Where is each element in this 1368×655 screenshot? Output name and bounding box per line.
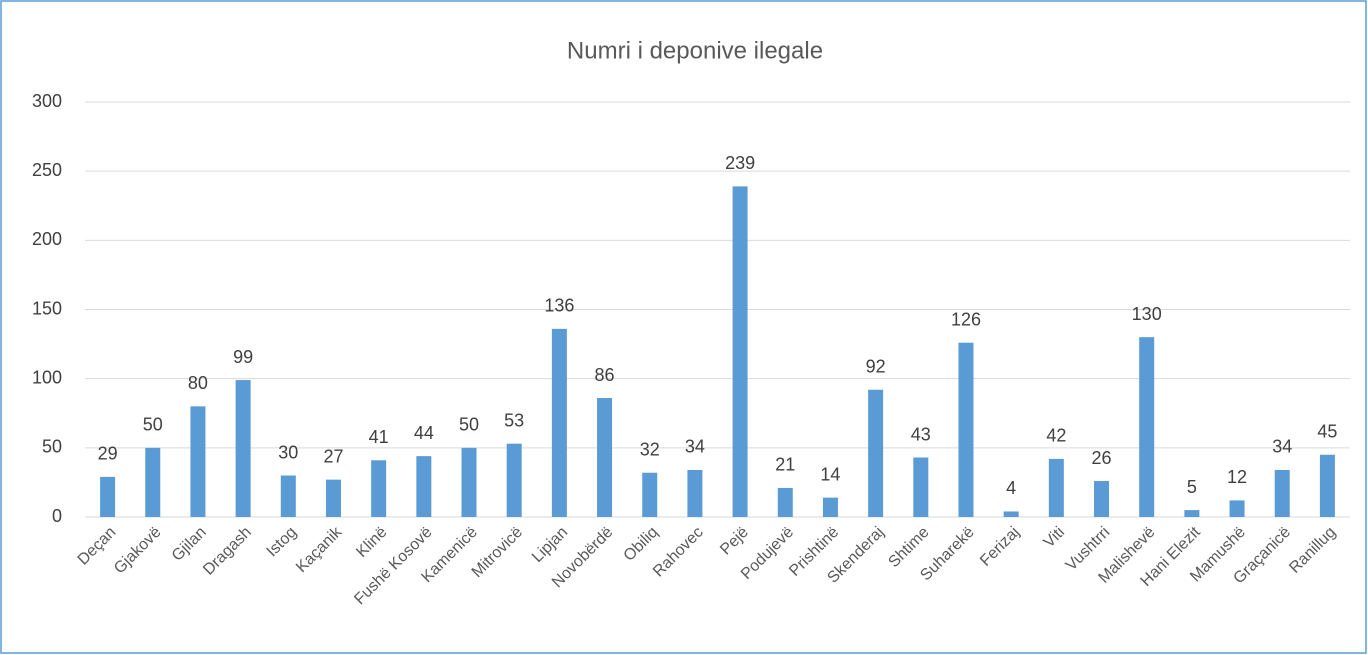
- data-label: 86: [595, 365, 615, 385]
- data-label: 136: [544, 296, 574, 316]
- bar: [958, 342, 974, 517]
- data-label: 92: [866, 356, 886, 376]
- data-label: 21: [775, 455, 795, 475]
- data-label: 45: [1317, 422, 1337, 442]
- bar: [1048, 458, 1064, 517]
- y-tick-label: 300: [32, 91, 62, 111]
- bar: [1094, 481, 1110, 517]
- data-label: 34: [1272, 437, 1292, 457]
- bar: [642, 472, 658, 517]
- data-label: 53: [504, 410, 524, 430]
- bar: [1139, 337, 1155, 517]
- bar: [732, 186, 748, 517]
- data-label: 12: [1227, 467, 1247, 487]
- data-label: 42: [1046, 426, 1066, 446]
- bar: [190, 406, 206, 517]
- bar: [235, 380, 251, 517]
- bar: [687, 469, 703, 517]
- data-label: 50: [459, 415, 479, 435]
- data-label: 26: [1092, 448, 1112, 468]
- data-label: 43: [911, 424, 931, 444]
- bar: [1184, 510, 1200, 517]
- bar: [1003, 511, 1019, 517]
- bar: [913, 457, 929, 517]
- y-tick-label: 50: [42, 437, 62, 457]
- data-label: 30: [278, 442, 298, 462]
- bar: [551, 328, 567, 517]
- data-label: 50: [143, 415, 163, 435]
- y-tick-label: 0: [52, 506, 62, 526]
- data-label: 32: [640, 439, 660, 459]
- data-label: 99: [233, 347, 253, 367]
- y-tick-label: 150: [32, 298, 62, 318]
- bar: [777, 487, 793, 517]
- bar: [461, 447, 477, 517]
- bar: [325, 479, 341, 517]
- data-label: 34: [685, 437, 705, 457]
- data-label: 80: [188, 373, 208, 393]
- bar: [822, 497, 838, 517]
- data-label: 29: [98, 444, 118, 464]
- bar: [416, 456, 432, 517]
- bar: [1229, 500, 1245, 517]
- data-label: 27: [323, 446, 343, 466]
- data-label: 126: [951, 309, 981, 329]
- data-label: 4: [1006, 478, 1016, 498]
- chart-title: Numri i deponive ilegale: [567, 37, 823, 64]
- data-label: 44: [414, 423, 434, 443]
- bar: [280, 475, 296, 517]
- bar: [145, 447, 161, 517]
- data-label: 130: [1132, 304, 1162, 324]
- bar: [597, 398, 613, 517]
- y-tick-label: 100: [32, 367, 62, 387]
- bar: [868, 389, 884, 517]
- bar: [100, 476, 116, 517]
- data-label: 5: [1187, 477, 1197, 497]
- bar: [371, 460, 387, 517]
- bar: [1319, 454, 1335, 517]
- data-label: 14: [820, 464, 840, 484]
- y-tick-label: 200: [32, 229, 62, 249]
- data-label: 41: [369, 427, 389, 447]
- data-label: 239: [725, 153, 755, 173]
- bar: [1274, 469, 1290, 517]
- bar: [506, 443, 522, 517]
- y-tick-label: 250: [32, 160, 62, 180]
